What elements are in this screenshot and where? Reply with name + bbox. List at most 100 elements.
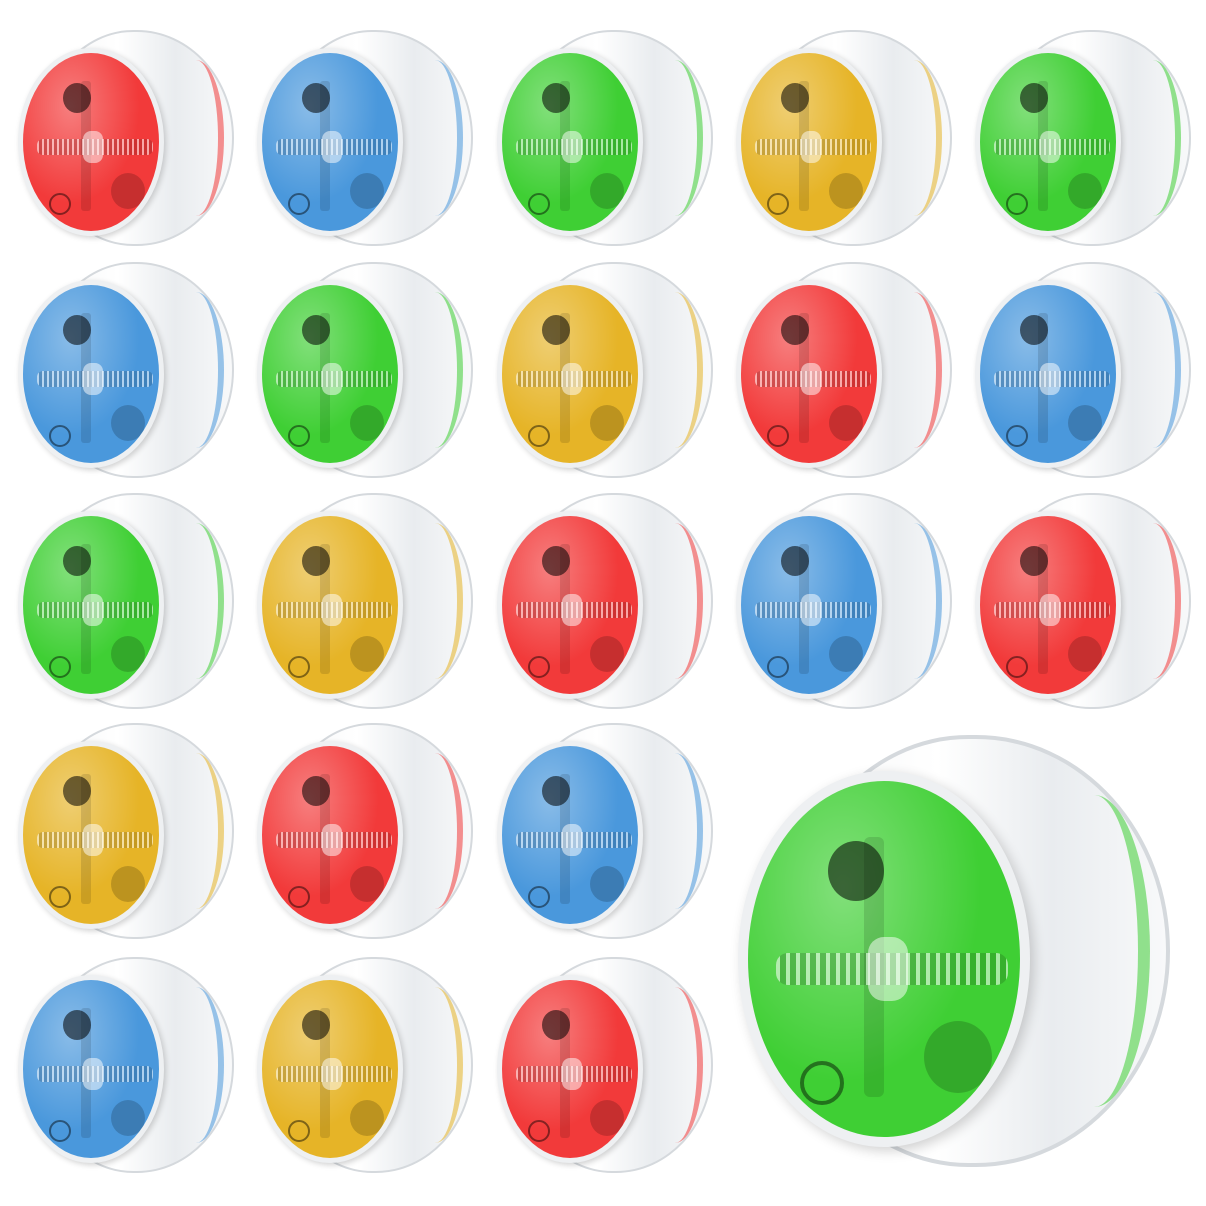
yoyo-face [18, 975, 164, 1163]
yoyo-rim [647, 523, 703, 679]
ring [49, 1120, 71, 1142]
yoyo-rim [1125, 523, 1181, 679]
hole [63, 315, 91, 345]
ring [800, 1061, 844, 1105]
yoyo-green [738, 735, 1170, 1167]
hole [1020, 83, 1048, 113]
yoyo-yellow [497, 262, 713, 478]
yoyo-rim [407, 292, 463, 448]
ring [1006, 656, 1028, 678]
battery [1068, 173, 1102, 209]
hub [868, 937, 908, 1001]
yoyo-green [257, 262, 473, 478]
ring [528, 1120, 550, 1142]
ring [528, 886, 550, 908]
hole [542, 546, 570, 576]
hub [562, 363, 582, 395]
yoyo-blue [257, 30, 473, 246]
hub [83, 1058, 103, 1090]
yoyo-face [975, 48, 1121, 236]
yoyo-red [497, 493, 713, 709]
hole [542, 315, 570, 345]
yoyo-face [257, 511, 403, 699]
ring [288, 193, 310, 215]
ring [49, 193, 71, 215]
battery [111, 636, 145, 672]
yoyo-red [975, 493, 1191, 709]
yoyo-face [18, 280, 164, 468]
yoyo-face [257, 280, 403, 468]
yoyo-rim [168, 753, 224, 909]
hole [302, 776, 330, 806]
yoyo-face [736, 48, 882, 236]
yoyo-blue [975, 262, 1191, 478]
hub [1040, 594, 1060, 626]
hub [322, 131, 342, 163]
battery [350, 405, 384, 441]
battery [1068, 405, 1102, 441]
yoyo-red [497, 957, 713, 1173]
battery [590, 173, 624, 209]
ring [528, 193, 550, 215]
yoyo-face [975, 280, 1121, 468]
hole [781, 315, 809, 345]
yoyo-face [497, 975, 643, 1163]
hub [801, 363, 821, 395]
yoyo-face [736, 511, 882, 699]
hole [1020, 546, 1048, 576]
hub [83, 131, 103, 163]
battery [350, 1100, 384, 1136]
hole [302, 1010, 330, 1040]
hole [63, 776, 91, 806]
ring [528, 425, 550, 447]
battery [829, 636, 863, 672]
hub [562, 594, 582, 626]
hub [322, 594, 342, 626]
ring [49, 656, 71, 678]
hole [302, 83, 330, 113]
yoyo-rim [647, 753, 703, 909]
battery [590, 1100, 624, 1136]
ring [1006, 193, 1028, 215]
hub [83, 594, 103, 626]
yoyo-red [736, 262, 952, 478]
yoyo-blue [18, 957, 234, 1173]
hub [1040, 363, 1060, 395]
ring [288, 425, 310, 447]
yoyo-blue [18, 262, 234, 478]
yoyo-rim [407, 753, 463, 909]
hub [562, 1058, 582, 1090]
hole [302, 315, 330, 345]
yoyo-rim [647, 60, 703, 216]
yoyo-yellow [736, 30, 952, 246]
yoyo-face [18, 741, 164, 929]
yoyo-rim [407, 987, 463, 1143]
battery [350, 173, 384, 209]
yoyo-face [497, 280, 643, 468]
hub [562, 824, 582, 856]
hub [83, 363, 103, 395]
hole [542, 1010, 570, 1040]
yoyo-rim [1125, 60, 1181, 216]
yoyo-green [975, 30, 1191, 246]
ring [767, 193, 789, 215]
hub [562, 131, 582, 163]
hole [302, 546, 330, 576]
battery [111, 173, 145, 209]
ring [288, 656, 310, 678]
ring [1006, 425, 1028, 447]
yoyo-face [736, 280, 882, 468]
yoyo-yellow [257, 493, 473, 709]
yoyo-rim [886, 60, 942, 216]
battery [590, 636, 624, 672]
battery [111, 1100, 145, 1136]
ring [528, 656, 550, 678]
yoyo-rim [407, 523, 463, 679]
ring [49, 886, 71, 908]
hub [322, 363, 342, 395]
ring [767, 656, 789, 678]
yoyo-face [257, 741, 403, 929]
hole [542, 776, 570, 806]
ring [288, 1120, 310, 1142]
yoyo-rim [1038, 795, 1150, 1107]
